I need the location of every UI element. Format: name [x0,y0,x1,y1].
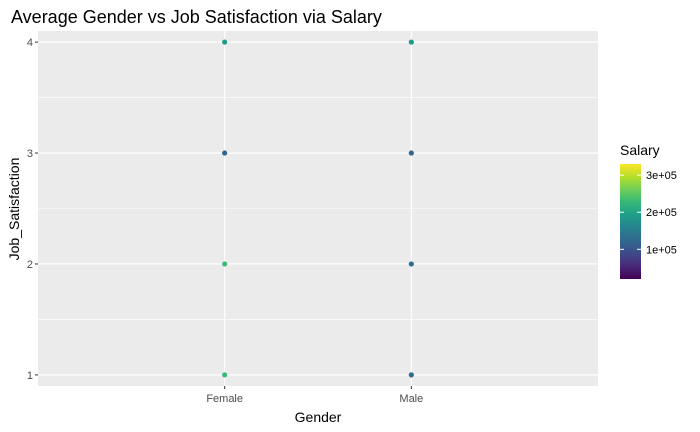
axis-ticks: 1 2 3 4 Female Male [27,37,423,405]
grid-lines [38,31,598,386]
x-axis-title: Gender [295,409,342,425]
data-point [222,261,228,267]
legend-ticks: 1e+05 2e+05 3e+05 [620,170,677,256]
data-point [408,372,414,378]
legend-title: Salary [620,142,660,158]
legend-colorbar [620,164,641,279]
y-tick-label: 1 [27,370,33,382]
data-point [222,39,228,45]
data-point [408,261,414,267]
data-point [222,150,228,156]
legend-label: 1e+05 [646,244,677,256]
y-tick-label: 3 [27,148,33,160]
x-tick-label: Male [399,393,423,405]
data-point [222,372,228,378]
chart-title: Average Gender vs Job Satisfaction via S… [11,7,382,27]
data-point [408,150,414,156]
y-axis-title: Job_Satisfaction [6,158,22,261]
y-tick-label: 2 [27,259,33,271]
legend-label: 3e+05 [646,170,677,182]
legend-label: 2e+05 [646,207,677,219]
legend: Salary 1e+05 2e+05 3e+05 [620,142,677,279]
data-points [222,39,414,378]
y-tick-label: 4 [27,37,33,49]
data-point [408,39,414,45]
x-tick-label: Female [206,393,243,405]
